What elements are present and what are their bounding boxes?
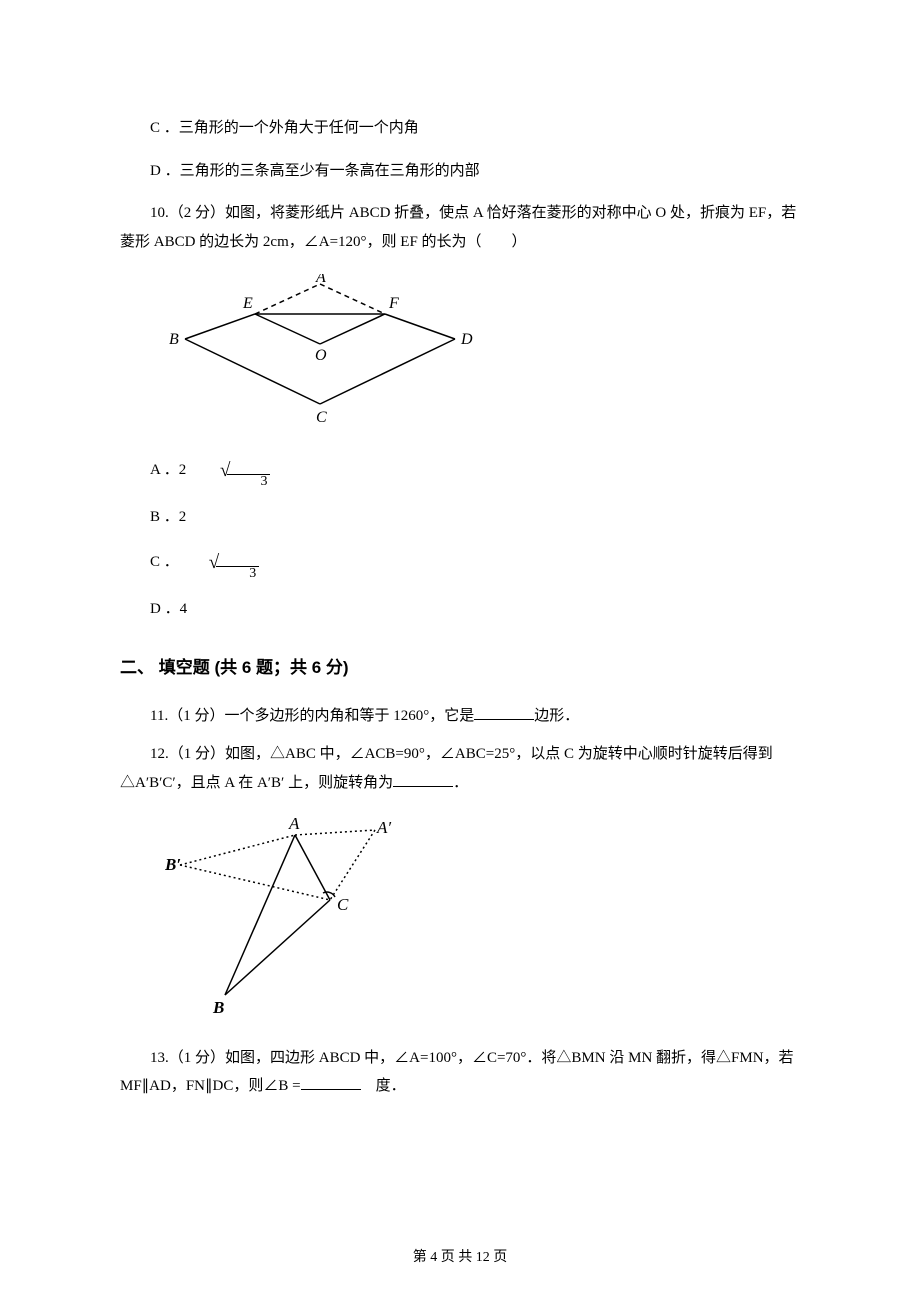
label-D: D bbox=[460, 331, 473, 348]
label-C: C bbox=[316, 409, 327, 424]
q13-pre: 13.（1 分）如图，四边形 ABCD 中，∠A=100°，∠C=70°．将△B… bbox=[120, 1050, 794, 1095]
label-F: F bbox=[388, 295, 399, 312]
q10-option-c-pre: C ． bbox=[150, 554, 179, 570]
label-E: E bbox=[242, 295, 253, 312]
label-B: B bbox=[169, 331, 179, 348]
sqrt-icon: √3 bbox=[179, 545, 259, 581]
q12-figure: A A′ B′ C B bbox=[165, 815, 800, 1026]
q11-pre: 11.（1 分）一个多边形的内角和等于 1260°，它是 bbox=[150, 708, 474, 724]
blank-field[interactable] bbox=[393, 772, 453, 787]
label-A: A bbox=[288, 815, 300, 833]
rotation-triangle-svg: A A′ B′ C B bbox=[165, 815, 425, 1015]
q10-option-b: B ．2 bbox=[120, 503, 800, 532]
q10-figure: A B C D E F O bbox=[165, 274, 800, 435]
sqrt-icon: √3 bbox=[190, 453, 270, 489]
q12-post: ． bbox=[453, 775, 468, 791]
label-C: C bbox=[337, 895, 349, 914]
q9-option-d: D ．三角形的三条高至少有一条高在三角形的内部 bbox=[120, 157, 800, 186]
q12-stem: 12.（1 分）如图，△ABC 中，∠ACB=90°，∠ABC=25°，以点 C… bbox=[120, 740, 800, 797]
page: C ．三角形的一个外角大于任何一个内角 D ．三角形的三条高至少有一条高在三角形… bbox=[0, 0, 920, 1302]
label-Ap: A′ bbox=[376, 818, 391, 837]
q13-post: 度． bbox=[361, 1078, 406, 1094]
label-A: A bbox=[315, 274, 326, 286]
q10-option-a-pre: A ．2 bbox=[150, 462, 190, 478]
q9-option-c: C ．三角形的一个外角大于任何一个内角 bbox=[120, 114, 800, 143]
q10-option-a: A ．2 √3 bbox=[120, 453, 800, 489]
blank-field[interactable] bbox=[301, 1076, 361, 1091]
label-Bp: B′ bbox=[165, 855, 181, 874]
q11-post: 边形． bbox=[534, 708, 579, 724]
blank-field[interactable] bbox=[474, 705, 534, 720]
q10-option-c: C ．√3 bbox=[120, 545, 800, 581]
q10-option-d: D ．4 bbox=[120, 595, 800, 624]
label-O: O bbox=[315, 347, 327, 364]
section-2-title: 二、 填空题 (共 6 题；共 6 分) bbox=[120, 652, 800, 684]
q13-stem: 13.（1 分）如图，四边形 ABCD 中，∠A=100°，∠C=70°．将△B… bbox=[120, 1044, 800, 1101]
label-B: B bbox=[212, 998, 224, 1015]
rhombus-fold-svg: A B C D E F O bbox=[165, 274, 475, 424]
q11-stem: 11.（1 分）一个多边形的内角和等于 1260°，它是 边形． bbox=[120, 702, 800, 731]
page-footer: 第 4 页 共 12 页 bbox=[0, 1245, 920, 1272]
q10-stem: 10.（2 分）如图，将菱形纸片 ABCD 折叠，使点 A 恰好落在菱形的对称中… bbox=[120, 199, 800, 256]
